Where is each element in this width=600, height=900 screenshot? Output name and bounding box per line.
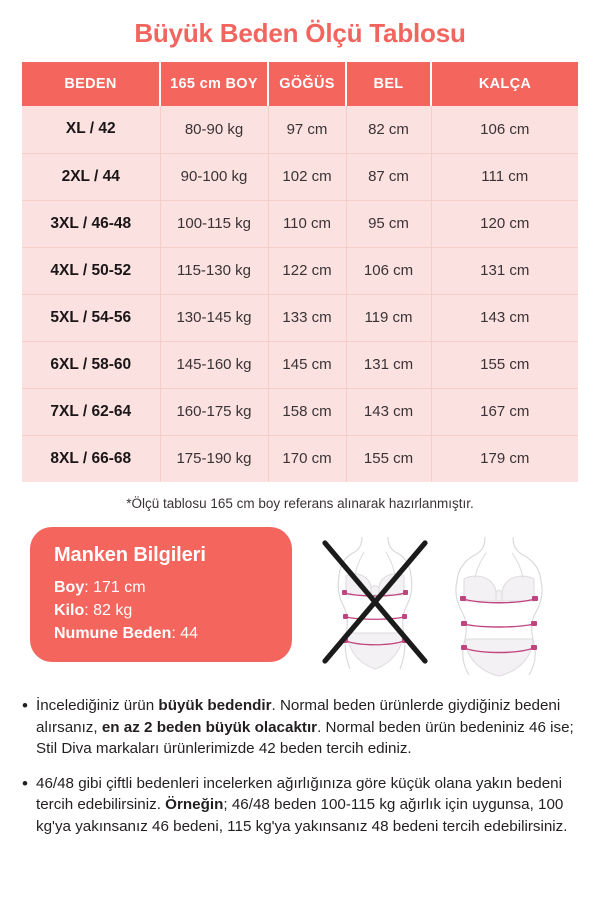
table-row: 4XL / 50-52 115-130 kg 122 cm 106 cm 131… xyxy=(22,247,578,295)
table-row: 2XL / 44 90-100 kg 102 cm 87 cm 111 cm xyxy=(22,153,578,201)
cell-gogus: 145 cm xyxy=(268,341,347,389)
table-footnote: *Ölçü tablosu 165 cm boy referans alınar… xyxy=(126,496,474,511)
table-row: 5XL / 54-56 130-145 kg 133 cm 119 cm 143… xyxy=(22,294,578,342)
cell-beden: 5XL / 54-56 xyxy=(22,294,161,342)
cell-boy: 175-190 kg xyxy=(160,435,269,482)
model-info-card: Manken Bilgileri Boy: 171 cm Kilo: 82 kg… xyxy=(30,527,292,662)
cell-gogus: 133 cm xyxy=(268,294,347,342)
cell-boy: 145-160 kg xyxy=(160,341,269,389)
slim-body-figure-crossed-out xyxy=(315,529,435,677)
cell-kalca: 179 cm xyxy=(431,435,578,482)
bullet-icon: • xyxy=(22,696,28,715)
size-chart-table: BEDEN 165 cm BOY GÖĞÜS BEL KALÇA XL / 42… xyxy=(22,62,578,482)
cell-gogus: 97 cm xyxy=(268,106,347,154)
cell-beden: 4XL / 50-52 xyxy=(22,247,161,295)
cell-bel: 143 cm xyxy=(346,388,432,436)
table-row: XL / 42 80-90 kg 97 cm 82 cm 106 cm xyxy=(22,106,578,154)
cell-gogus: 158 cm xyxy=(268,388,347,436)
cell-bel: 155 cm xyxy=(346,435,432,482)
cell-boy: 100-115 kg xyxy=(160,200,269,248)
model-info-separator: : xyxy=(84,579,94,596)
body-figures xyxy=(292,527,578,677)
column-header-bel: BEL xyxy=(346,62,432,106)
cell-kalca: 155 cm xyxy=(431,341,578,389)
cell-boy: 90-100 kg xyxy=(160,153,269,201)
cell-kalca: 167 cm xyxy=(431,388,578,436)
table-row: 7XL / 62-64 160-175 kg 158 cm 143 cm 167… xyxy=(22,388,578,436)
model-info-value-numune-beden: 44 xyxy=(180,625,199,643)
cell-boy: 115-130 kg xyxy=(160,247,269,295)
cell-kalca: 120 cm xyxy=(431,200,578,248)
model-info-heading: Manken Bilgileri xyxy=(54,544,206,566)
cell-bel: 87 cm xyxy=(346,153,432,201)
cell-kalca: 143 cm xyxy=(431,294,578,342)
model-info-row-numune-beden: Numune Beden: 44 xyxy=(54,622,270,645)
model-and-figures-section: Manken Bilgileri Boy: 171 cm Kilo: 82 kg… xyxy=(8,527,578,677)
table-header-row: BEDEN 165 cm BOY GÖĞÜS BEL KALÇA xyxy=(22,62,578,106)
column-header-boy: 165 cm BOY xyxy=(160,62,269,106)
cell-kalca: 111 cm xyxy=(431,153,578,201)
cell-bel: 106 cm xyxy=(346,247,432,295)
cell-gogus: 122 cm xyxy=(268,247,347,295)
list-item: • İncelediğiniz ürün büyük bedendir. Nor… xyxy=(22,695,582,760)
cell-boy: 80-90 kg xyxy=(160,106,269,154)
table-header: BEDEN 165 cm BOY GÖĞÜS BEL KALÇA xyxy=(22,62,578,106)
table-row: 6XL / 58-60 145-160 kg 145 cm 131 cm 155… xyxy=(22,341,578,389)
note-text-1: İncelediğiniz ürün büyük bedendir. Norma… xyxy=(36,697,574,758)
cell-beden: 7XL / 62-64 xyxy=(22,388,161,436)
table-row: 3XL / 46-48 100-115 kg 110 cm 95 cm 120 … xyxy=(22,200,578,248)
page-title: Büyük Beden Ölçü Tablosu xyxy=(134,18,466,48)
size-table-container: BEDEN 165 cm BOY GÖĞÜS BEL KALÇA XL / 42… xyxy=(22,62,578,482)
cross-out-mark xyxy=(322,540,428,664)
notes-list: • İncelediğiniz ürün büyük bedendir. Nor… xyxy=(22,695,582,837)
model-info-row-kilo: Kilo: 82 kg xyxy=(54,599,270,622)
cell-boy: 160-175 kg xyxy=(160,388,269,436)
model-info-value-kilo: 82 kg xyxy=(93,602,133,620)
cell-kalca: 106 cm xyxy=(431,106,578,154)
cell-beden: XL / 42 xyxy=(22,106,161,154)
cell-gogus: 102 cm xyxy=(268,153,347,201)
cell-boy: 130-145 kg xyxy=(160,294,269,342)
model-info-value-boy: 171 cm xyxy=(93,579,146,596)
table-body: XL / 42 80-90 kg 97 cm 82 cm 106 cm 2XL … xyxy=(22,106,578,482)
cell-kalca: 131 cm xyxy=(431,247,578,295)
cell-bel: 131 cm xyxy=(346,341,432,389)
bullet-icon: • xyxy=(22,773,28,793)
model-info-label-boy: Boy xyxy=(54,579,85,596)
model-info-label-kilo: Kilo xyxy=(54,602,85,620)
cell-beden: 6XL / 58-60 xyxy=(22,341,161,389)
cell-gogus: 170 cm xyxy=(268,435,347,482)
cell-bel: 119 cm xyxy=(346,294,432,342)
model-info-label-numune-beden: Numune Beden xyxy=(54,625,172,643)
model-info-separator: : xyxy=(171,625,181,643)
cell-beden: 8XL / 66-68 xyxy=(22,435,161,482)
column-header-gogus: GÖĞÜS xyxy=(268,62,347,106)
list-item: • 46/48 gibi çiftli bedenleri incelerken… xyxy=(22,773,582,838)
cell-beden: 2XL / 44 xyxy=(22,153,161,201)
plus-size-body-figure xyxy=(439,529,559,677)
column-header-beden: BEDEN xyxy=(22,62,161,106)
model-info-row-boy: Boy: 171 cm xyxy=(54,576,270,599)
cell-gogus: 110 cm xyxy=(268,200,347,248)
note-text-2: 46/48 gibi çiftli bedenleri incelerken a… xyxy=(36,774,568,835)
column-header-kalca: KALÇA xyxy=(431,62,578,106)
cell-beden: 3XL / 46-48 xyxy=(22,200,161,248)
table-row: 8XL / 66-68 175-190 kg 170 cm 155 cm 179… xyxy=(22,435,578,482)
cell-bel: 95 cm xyxy=(346,200,432,248)
model-info-separator: : xyxy=(84,602,94,620)
cell-bel: 82 cm xyxy=(346,106,432,154)
